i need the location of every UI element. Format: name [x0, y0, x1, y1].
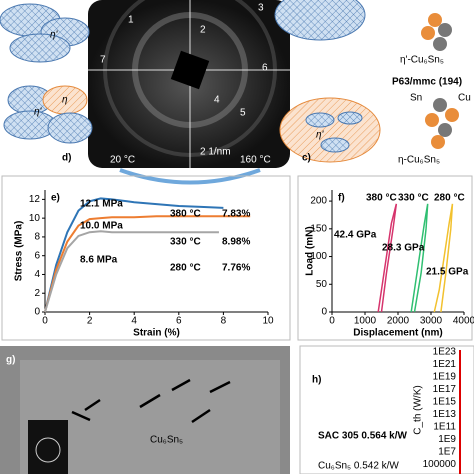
spot: 4 [214, 95, 220, 106]
note: Cu₆Sn₅ 0.542 k/W [318, 461, 399, 472]
series-line [44, 215, 251, 313]
phase-label: η' [316, 130, 325, 141]
spot: 5 [240, 108, 246, 119]
annotation: 21.5 GPa [426, 267, 469, 278]
series-line [377, 203, 398, 313]
y-tick-label: 0 [321, 307, 327, 318]
y-tick-label: 1E17 [433, 384, 457, 395]
spot: 2 [200, 25, 206, 36]
annotation: 28.3 GPa [382, 243, 425, 254]
element: Sn [410, 93, 422, 104]
annotation: 280 °C [170, 263, 201, 274]
left-grains [0, 3, 93, 144]
annotation: 7.76% [222, 263, 250, 274]
temperature: 160 °C [240, 155, 271, 166]
annotation: 8.98% [222, 237, 250, 248]
series-line [433, 203, 454, 313]
annotation: 330 °C [398, 193, 429, 204]
x-tick-label: 2 [87, 316, 93, 327]
annotation: 10.0 MPa [80, 221, 123, 232]
spot: 7 [100, 55, 106, 66]
phase-label: η [62, 95, 68, 106]
element: Cu [458, 93, 471, 104]
phase-name: η-Cu₆Sn₅ [398, 155, 440, 166]
y-tick-label: 1E15 [433, 397, 457, 408]
right-grains [274, 0, 459, 163]
panel-g: g) Cu₆Sn₅ [0, 346, 290, 474]
temperature: 20 °C [110, 155, 135, 166]
series-line [44, 230, 219, 313]
note: SAC 305 0.564 k/W [318, 431, 407, 442]
annotation: 8.6 MPa [80, 255, 118, 266]
y-tick-label: 0 [34, 307, 40, 318]
panel-label: c) [302, 153, 311, 164]
y-tick-label: 1E13 [433, 409, 457, 420]
panel-frame [1, 175, 291, 341]
panel-frame [297, 175, 473, 341]
y-tick-label: 4 [34, 269, 40, 280]
y-tick-label: 200 [310, 196, 327, 207]
phase-name: η'-Cu₆Sn₅ [400, 55, 444, 66]
x-axis-label: Strain (%) [133, 328, 180, 339]
space-group: P63/mmc (194) [392, 77, 462, 88]
annotation: 12.1 MPa [80, 199, 123, 210]
annotation: 380 °C [366, 193, 397, 204]
spot: 3 [258, 3, 264, 14]
panel-label: g) [6, 355, 15, 366]
y-tick-label: 1E19 [433, 372, 457, 383]
panel-label: e) [51, 193, 60, 204]
annotation: 42.4 GPa [334, 230, 377, 241]
diagram: d) c) 1 2 3 4 5 6 7 η' η' η η' η'-Cu₆Sn₅… [0, 0, 471, 185]
x-tick-label: 4000 [453, 316, 474, 327]
y-tick-label: 1E21 [433, 359, 457, 370]
y-tick-label: 150 [310, 223, 327, 234]
x-tick-label: 0 [42, 316, 48, 327]
annotation: 330 °C [170, 237, 201, 248]
x-tick-label: 8 [221, 316, 227, 327]
panel-h: h) C_th (W/K) SAC 305 0.564 k/W Cu₆Sn₅ 0… [299, 345, 474, 474]
axis-label: C_th (W/K) [413, 385, 424, 434]
y-tick-label: 6 [34, 250, 40, 261]
x-tick-label: 3000 [420, 316, 443, 327]
y-tick-label: 1E9 [438, 434, 456, 445]
panel-label: f) [338, 193, 345, 204]
y-tick-label: 1E11 [433, 422, 456, 433]
y-tick-label: 2 [34, 288, 40, 299]
x-tick-label: 2000 [387, 316, 410, 327]
y-tick-label: 100000 [423, 459, 457, 470]
panel-label: d) [62, 153, 71, 164]
annotation: 280 °C [434, 193, 465, 204]
x-tick-label: 6 [176, 316, 182, 327]
x-axis-label: Displacement (nm) [353, 328, 442, 339]
annotation: 380 °C [170, 209, 201, 220]
y-axis-label: Stress (MPa) [14, 221, 25, 282]
y-axis-label: Load (mN) [305, 226, 316, 275]
x-tick-label: 1000 [354, 316, 377, 327]
series-line [44, 197, 224, 313]
y-tick-label: 8 [34, 232, 40, 243]
annotation: 7.83% [222, 209, 250, 220]
scale-bar: 2 1/nm [200, 147, 231, 158]
series-line [410, 203, 429, 313]
phase-label: Cu₆Sn₅ [150, 435, 183, 446]
y-tick-label: 1E7 [438, 447, 456, 458]
phase-label: η' [34, 107, 43, 118]
y-tick-label: 100 [310, 251, 327, 262]
x-tick-label: 4 [131, 316, 137, 327]
y-tick-label: 50 [316, 279, 328, 290]
phase-label: η' [50, 30, 59, 41]
spot: 6 [262, 63, 268, 74]
spot: 1 [128, 15, 134, 26]
x-tick-label: 0 [329, 316, 335, 327]
y-tick-label: 10 [29, 213, 41, 224]
y-tick-label: 1E23 [433, 347, 457, 358]
x-tick-label: 10 [262, 316, 274, 327]
y-tick-label: 12 [29, 194, 41, 205]
panel-label: h) [312, 375, 321, 386]
